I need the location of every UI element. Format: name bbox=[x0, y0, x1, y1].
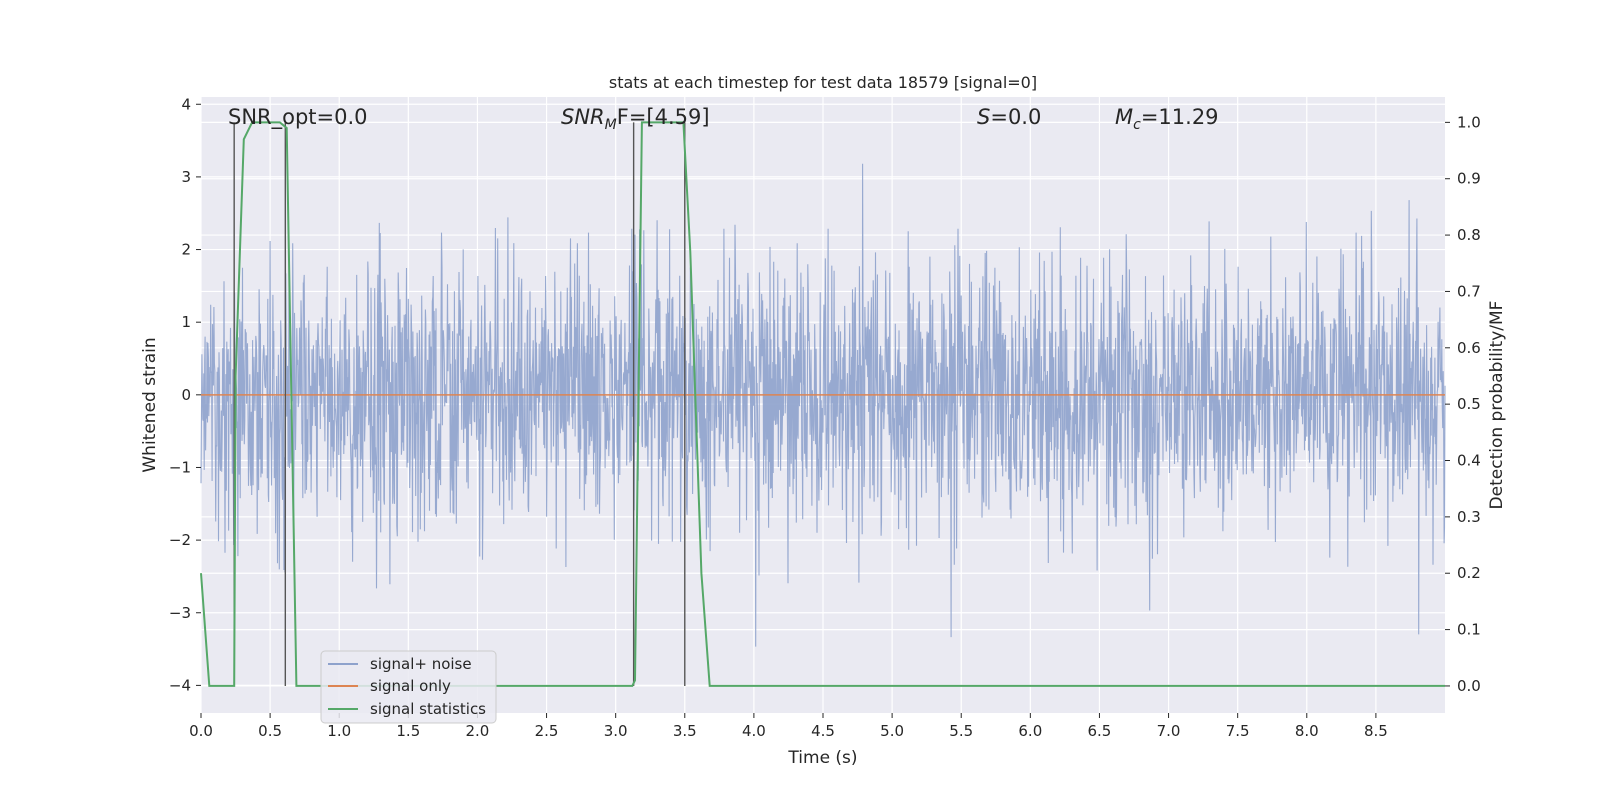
noise-trace-line bbox=[200, 163, 1446, 647]
x-tick-label-4: 2.0 bbox=[466, 722, 490, 740]
annotation-mc-sub: c bbox=[1133, 117, 1141, 133]
y-axis-label-right: Detection probability/MF bbox=[1487, 301, 1507, 510]
y-right-tick-label-0: 1.0 bbox=[1457, 113, 1481, 131]
x-tick-label-12: 6.0 bbox=[1018, 722, 1042, 740]
x-tick-label-8: 4.0 bbox=[742, 722, 766, 740]
signal-statistics-line bbox=[200, 121, 1445, 687]
y-right-tick-label-10: 0.0 bbox=[1457, 677, 1481, 695]
y-left-tick-label-6: −2 bbox=[169, 531, 191, 549]
y-right-tick-label-4: 0.6 bbox=[1457, 339, 1481, 357]
annotation-snr-mf-main: SNR bbox=[561, 105, 605, 129]
x-tick-label-6: 3.0 bbox=[604, 722, 628, 740]
y-right-tick-label-7: 0.3 bbox=[1457, 508, 1481, 526]
annotation-snr-opt: SNR_opt=0.0 bbox=[228, 105, 368, 130]
y-right-tick-label-8: 0.2 bbox=[1457, 564, 1481, 582]
annotation-mc: Mc=11.29 bbox=[1115, 105, 1219, 133]
x-tick-label-16: 8.0 bbox=[1295, 722, 1319, 740]
x-tick-label-9: 4.5 bbox=[811, 722, 835, 740]
series-signal-noise bbox=[200, 163, 1446, 647]
x-tick-label-5: 2.5 bbox=[535, 722, 559, 740]
x-tick-label-13: 6.5 bbox=[1088, 722, 1112, 740]
y-right-tick-label-2: 0.8 bbox=[1457, 226, 1481, 244]
annotation-s-main: S bbox=[977, 105, 990, 129]
x-tick-label-1: 0.5 bbox=[258, 722, 282, 740]
y-left-tick-label-4: 0 bbox=[181, 386, 191, 404]
x-tick-label-7: 3.5 bbox=[673, 722, 697, 740]
annotation-snr-mf-sub: M bbox=[605, 117, 617, 133]
axis-ticks: 0.0 0.5 1.0 1.5 2.0 2.5 3.0 3.5 4.0 4.5 5.0 5.5 6.0 6… bbox=[169, 95, 1481, 740]
x-tick-label-11: 5.5 bbox=[949, 722, 973, 740]
y-right-tick-label-1: 0.9 bbox=[1457, 170, 1481, 188]
y-left-tick-label-0: 4 bbox=[181, 95, 191, 113]
legend-label-noise: signal+ noise bbox=[370, 655, 472, 673]
y-right-tick-label-5: 0.5 bbox=[1457, 395, 1481, 413]
y-right-tick-label-6: 0.4 bbox=[1457, 452, 1481, 470]
x-tick-label-10: 5.0 bbox=[880, 722, 904, 740]
chart-title: stats at each timestep for test data 185… bbox=[609, 73, 1037, 92]
y-left-tick-label-8: −4 bbox=[169, 676, 191, 694]
y-left-tick-label-5: −1 bbox=[169, 458, 191, 476]
y-left-tick-label-7: −3 bbox=[169, 604, 191, 622]
annotation-snr-mf: SNRMF=[4.59] bbox=[561, 105, 710, 133]
series-signal-statistics bbox=[200, 121, 1445, 687]
y-right-tick-label-3: 0.7 bbox=[1457, 282, 1481, 300]
x-tick-label-14: 7.0 bbox=[1157, 722, 1181, 740]
annotation-s-rest: =0.0 bbox=[990, 105, 1041, 129]
x-tick-label-0: 0.0 bbox=[189, 722, 213, 740]
x-axis-label: Time (s) bbox=[787, 748, 857, 768]
y-left-tick-label-3: 1 bbox=[181, 313, 191, 331]
y-axis-label-left: Whitened strain bbox=[140, 337, 160, 472]
x-tick-label-3: 1.5 bbox=[396, 722, 420, 740]
annotation-mc-rest: =11.29 bbox=[1141, 105, 1219, 129]
legend-label-stats: signal statistics bbox=[370, 700, 486, 718]
annotation-s: S=0.0 bbox=[977, 105, 1041, 129]
x-tick-label-2: 1.0 bbox=[327, 722, 351, 740]
y-left-tick-label-1: 3 bbox=[181, 168, 191, 186]
annotation-snr-mf-rest: F=[4.59] bbox=[617, 105, 710, 129]
legend-box bbox=[320, 650, 497, 724]
x-tick-label-15: 7.5 bbox=[1226, 722, 1250, 740]
legend-label-signal: signal only bbox=[370, 677, 451, 695]
x-tick-label-17: 8.5 bbox=[1364, 722, 1388, 740]
y-left-tick-label-2: 2 bbox=[181, 241, 191, 259]
annotation-mc-main: M bbox=[1115, 105, 1133, 129]
legend: signal+ noise signal only signal statist… bbox=[320, 650, 497, 724]
y-right-tick-label-9: 0.1 bbox=[1457, 621, 1481, 639]
